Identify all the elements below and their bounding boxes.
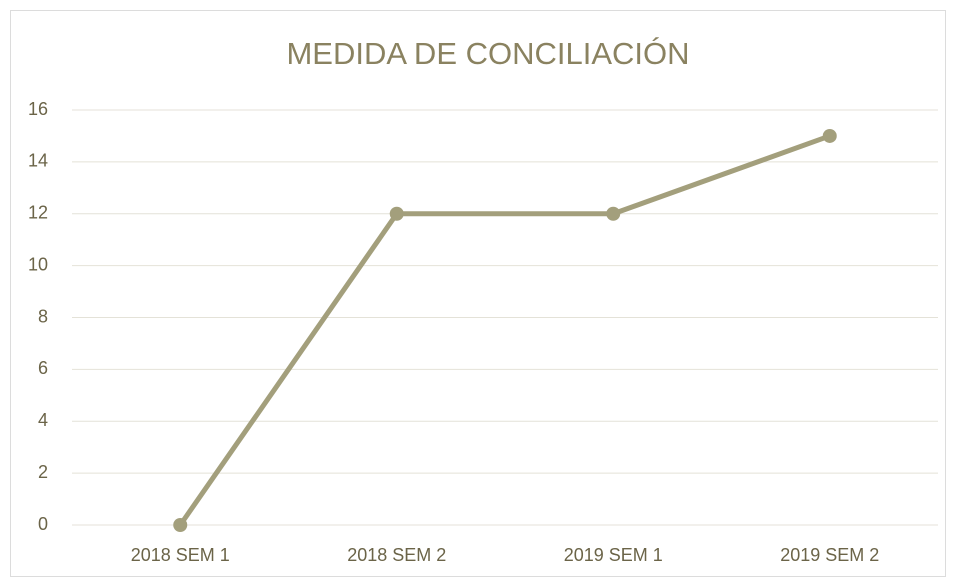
y-tick-label: 2 — [38, 462, 48, 482]
chart-frame — [10, 10, 946, 577]
y-tick-label: 8 — [38, 306, 48, 326]
x-tick-label: 2018 SEM 1 — [131, 545, 230, 565]
y-tick-label: 14 — [28, 151, 48, 171]
y-tick-label: 16 — [28, 99, 48, 119]
data-point — [389, 206, 404, 221]
x-tick-label: 2018 SEM 2 — [347, 545, 446, 565]
x-tick-label: 2019 SEM 1 — [564, 545, 663, 565]
series-line — [178, 133, 831, 527]
y-tick-label: 10 — [28, 254, 48, 274]
x-tick-label: 2019 SEM 2 — [780, 545, 879, 565]
chart-title: MEDIDA DE CONCILIACIÓN — [286, 36, 689, 71]
data-point — [822, 128, 837, 143]
y-tick-label: 6 — [38, 358, 48, 378]
y-tick-label: 12 — [28, 203, 48, 223]
y-tick-label: 4 — [38, 410, 48, 430]
data-point — [173, 518, 188, 532]
y-tick-label: 0 — [38, 514, 48, 534]
data-point — [606, 206, 621, 221]
